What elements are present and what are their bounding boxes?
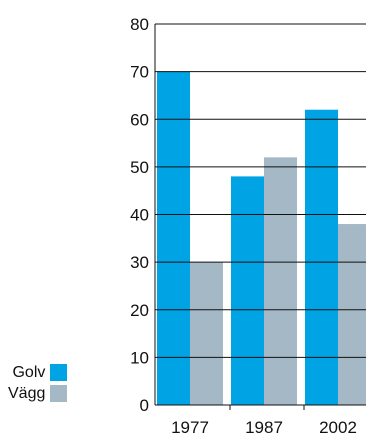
legend-item-golv: Golv	[8, 362, 68, 383]
y-tick-label-10: 10	[130, 348, 149, 367]
y-tick-label-80: 80	[130, 15, 149, 34]
bar-golv-1987	[231, 176, 264, 405]
legend-swatch-vagg	[50, 385, 68, 402]
y-tick-label-20: 20	[130, 301, 149, 320]
y-tick-label-40: 40	[130, 206, 149, 225]
x-tick-label-1977: 1977	[171, 418, 209, 437]
y-tick-label-0: 0	[140, 396, 149, 415]
y-tick-label-50: 50	[130, 158, 149, 177]
x-tick-label-2002: 2002	[319, 418, 357, 437]
y-tick-label-70: 70	[130, 63, 149, 82]
legend: Golv Vägg	[8, 362, 68, 404]
x-tick-label-1987: 1987	[245, 418, 283, 437]
bar-golv-1977	[157, 71, 190, 405]
legend-label-vagg: Vägg	[8, 384, 46, 402]
legend-swatch-golv	[50, 364, 68, 381]
y-tick-label-30: 30	[130, 253, 149, 272]
legend-item-vagg: Vägg	[8, 383, 68, 404]
bar-vgg-2002	[338, 224, 366, 405]
legend-label-golv: Golv	[12, 363, 46, 381]
bar-vgg-1987	[264, 157, 297, 405]
y-tick-label-60: 60	[130, 110, 149, 129]
bar-golv-2002	[305, 109, 338, 405]
bar-vgg-1977	[190, 262, 223, 405]
